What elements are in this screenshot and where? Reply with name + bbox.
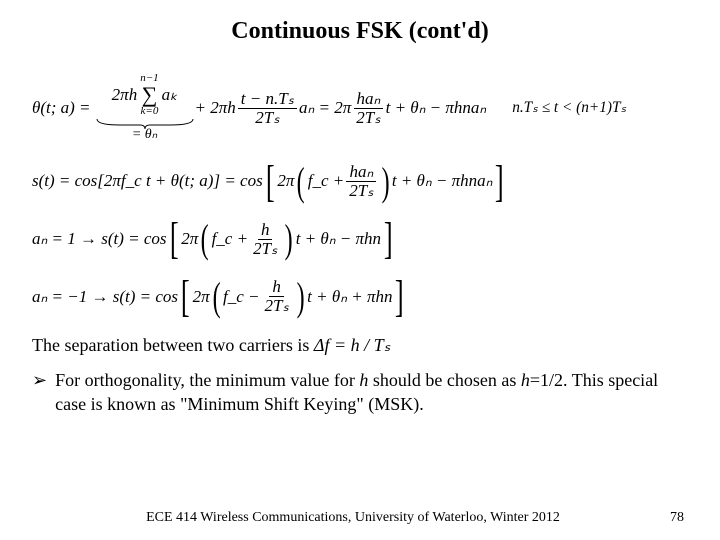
eq1-frac2-den: 2Tₛ [353,109,383,127]
left-bracket-icon: [ [181,277,190,317]
left-paren-icon: ( [297,164,305,200]
eq3-lhs: aₙ = 1 → s(t) = cos [32,229,167,249]
slide-body: Continuous FSK (cont'd) θ(t; a) = 2πh n−… [0,0,720,540]
eq2-pre: 2π [277,171,294,191]
eq4-frac: h 2Tₛ [262,278,292,315]
eq2-frac: haₙ 2Tₛ [346,163,376,200]
left-paren-icon: ( [201,221,209,257]
bullet-text: For orthogonality, the minimum value for… [55,368,688,417]
eq2-lhs: s(t) = cos[2πf_c t + θ(t; a)] = cos [32,171,263,191]
equation-theta: θ(t; a) = 2πh n−1 ∑ k=0 aₖ = θₙ + 2πh [32,73,688,144]
eq3-fc: f_c + [212,229,249,249]
eq2-fc: f_c + [308,171,345,191]
equation-an-pos: aₙ = 1 → s(t) = cos [ 2π ( f_c + h 2Tₛ )… [32,219,688,259]
eq3-frac: h 2Tₛ [250,221,280,258]
right-paren-icon: ) [381,164,389,200]
eq3-pre: 2π [181,229,198,249]
left-paren-icon: ( [212,279,220,315]
eq1-lhs: θ(t; a) = [32,98,91,118]
right-paren-icon: ) [296,279,304,315]
underbrace-label: = θₙ [132,127,157,144]
equation-s-t: s(t) = cos[2πf_c t + θ(t; a)] = cos [ 2π… [32,162,688,202]
arrow-bullet-icon: ➢ [32,368,47,392]
separation-text: The separation between two carriers is Δ… [32,335,688,356]
orthogonality-bullet: ➢ For orthogonality, the minimum value f… [32,368,688,417]
bullet-pre: For orthogonality, the minimum value for [55,370,359,390]
right-paren-icon: ) [285,221,293,257]
eq4-pre: 2π [193,287,210,307]
bullet-mid: should be chosen as [368,370,520,390]
sum-body: aₖ [162,85,178,105]
eq4-fc: f_c − [223,287,260,307]
eq1-frac2-num: haₙ [354,90,384,109]
eq1-plus1: + 2πh [195,98,236,118]
sep-formula: Δf = h / Tₛ [314,335,390,355]
eq1-frac1-num: t − n.Tₛ [238,90,297,109]
left-bracket-icon: [ [169,219,178,259]
eq1-tail: t + θₙ − πhnaₙ [386,98,487,118]
eq2-frac-num: haₙ [346,163,376,182]
footer-page-number: 78 [670,510,684,526]
eq1-frac1-den: 2Tₛ [252,109,282,127]
footer-course: ECE 414 Wireless Communications, Univers… [146,510,560,526]
eq1-underbrace-group: 2πh n−1 ∑ k=0 aₖ = θₙ [95,73,195,144]
eq4-tail: t + θₙ + πhn [307,287,392,307]
sum-lower: k=0 [141,106,159,117]
eq1-after-frac1: aₙ = 2π [299,98,351,118]
eq1-term1-pre: 2πh [112,85,138,105]
eq3-frac-den: 2Tₛ [250,240,280,258]
right-bracket-icon: ] [495,162,504,202]
eq1-frac1: t − n.Tₛ 2Tₛ [238,90,297,127]
eq3-frac-num: h [258,221,273,240]
summation: n−1 ∑ k=0 [140,73,158,117]
eq3-tail: t + θₙ − πhn [296,229,381,249]
left-bracket-icon: [ [266,162,275,202]
eq2-frac-den: 2Tₛ [346,182,376,200]
eq1-frac2: haₙ 2Tₛ [353,90,383,127]
eq4-frac-num: h [269,278,284,297]
eq1-condition: n.Tₛ ≤ t < (n+1)Tₛ [512,99,626,117]
eq4-lhs: aₙ = −1 → s(t) = cos [32,287,178,307]
right-bracket-icon: ] [384,219,393,259]
slide-footer: ECE 414 Wireless Communications, Univers… [0,510,720,526]
eq4-frac-den: 2Tₛ [262,297,292,315]
right-bracket-icon: ] [395,277,404,317]
slide-title: Continuous FSK (cont'd) [32,18,688,45]
equation-an-neg: aₙ = −1 → s(t) = cos [ 2π ( f_c − h 2Tₛ … [32,277,688,317]
underbrace-icon [95,119,195,129]
bullet-h2: h [521,370,530,390]
eq2-tail: t + θₙ − πhnaₙ [392,171,493,191]
sep-text-pre: The separation between two carriers is [32,335,314,355]
sigma-symbol: ∑ [142,84,158,106]
